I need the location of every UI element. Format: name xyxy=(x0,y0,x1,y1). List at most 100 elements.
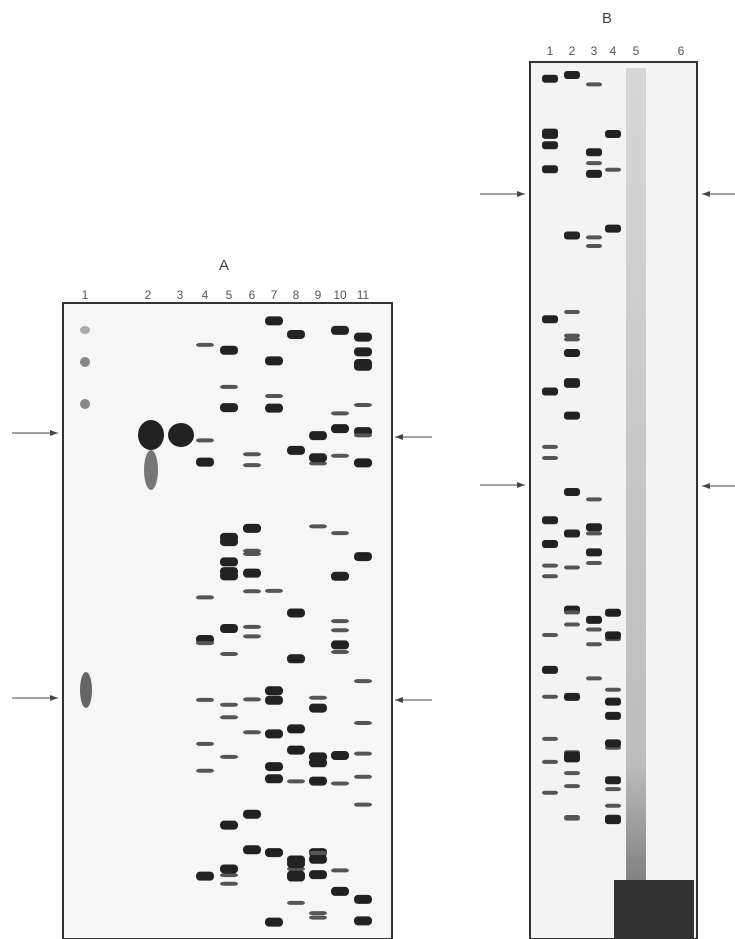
band xyxy=(564,622,580,627)
band xyxy=(354,402,372,407)
band xyxy=(542,694,558,699)
band xyxy=(243,463,261,468)
band xyxy=(354,433,372,438)
band xyxy=(243,548,261,553)
band xyxy=(605,130,621,139)
band xyxy=(542,574,558,579)
lane-label: 4 xyxy=(610,44,617,58)
band xyxy=(331,453,349,458)
band xyxy=(542,516,558,525)
band xyxy=(287,900,305,905)
smear-lane xyxy=(626,68,646,939)
band xyxy=(331,781,349,786)
band xyxy=(220,345,238,355)
band xyxy=(542,444,558,449)
band xyxy=(243,452,261,457)
panel-label: B xyxy=(602,10,612,27)
band xyxy=(354,751,372,756)
band xyxy=(605,787,621,792)
band xyxy=(196,342,214,347)
band xyxy=(564,784,580,789)
band xyxy=(586,531,602,536)
band xyxy=(586,676,602,681)
band xyxy=(354,894,372,904)
band xyxy=(586,627,602,632)
band xyxy=(287,445,305,455)
band xyxy=(354,552,372,562)
band xyxy=(586,161,602,166)
band xyxy=(605,697,621,706)
band xyxy=(265,316,283,326)
band xyxy=(542,455,558,460)
band xyxy=(605,711,621,720)
band xyxy=(243,730,261,735)
lane-label: 10 xyxy=(333,288,347,302)
band xyxy=(309,752,327,762)
band xyxy=(564,337,580,342)
band xyxy=(564,379,580,388)
band xyxy=(309,911,327,916)
band xyxy=(287,859,305,869)
band xyxy=(243,845,261,855)
band xyxy=(586,561,602,566)
band xyxy=(287,870,305,880)
band xyxy=(265,729,283,739)
band xyxy=(564,771,580,776)
band xyxy=(331,424,349,434)
band xyxy=(354,332,372,342)
band xyxy=(220,532,238,542)
band xyxy=(309,915,327,920)
band xyxy=(564,349,580,358)
band xyxy=(586,548,602,557)
band xyxy=(287,329,305,339)
lane-label: 6 xyxy=(678,44,685,58)
band xyxy=(243,809,261,819)
band xyxy=(354,916,372,926)
spot xyxy=(144,450,158,490)
band xyxy=(354,679,372,684)
band xyxy=(243,589,261,594)
band xyxy=(564,71,580,80)
band xyxy=(220,651,238,656)
band xyxy=(542,387,558,396)
band xyxy=(220,403,238,413)
band xyxy=(287,724,305,734)
band xyxy=(287,654,305,664)
spot xyxy=(80,672,92,708)
band xyxy=(196,768,214,773)
spot xyxy=(80,357,90,367)
band xyxy=(220,873,238,878)
band xyxy=(220,702,238,707)
band xyxy=(354,802,372,807)
band xyxy=(243,523,261,533)
band xyxy=(309,461,327,466)
band xyxy=(196,871,214,881)
lane-label: 11 xyxy=(357,288,370,302)
band xyxy=(605,803,621,808)
band xyxy=(309,870,327,880)
band xyxy=(265,774,283,784)
band xyxy=(243,634,261,639)
band xyxy=(265,356,283,366)
band xyxy=(309,703,327,713)
lane-label: 4 xyxy=(202,288,209,302)
band xyxy=(265,394,283,399)
lane-label: 5 xyxy=(226,288,233,302)
band xyxy=(220,820,238,830)
band xyxy=(605,687,621,692)
band xyxy=(265,588,283,593)
band xyxy=(354,458,372,468)
band xyxy=(309,851,327,856)
smear-bottom xyxy=(614,880,694,939)
band xyxy=(564,692,580,701)
band xyxy=(542,563,558,568)
band xyxy=(220,715,238,720)
band xyxy=(354,774,372,779)
band xyxy=(564,231,580,240)
band xyxy=(331,868,349,873)
lane-label: 3 xyxy=(591,44,598,58)
band xyxy=(331,531,349,536)
band xyxy=(309,524,327,529)
band xyxy=(354,720,372,725)
